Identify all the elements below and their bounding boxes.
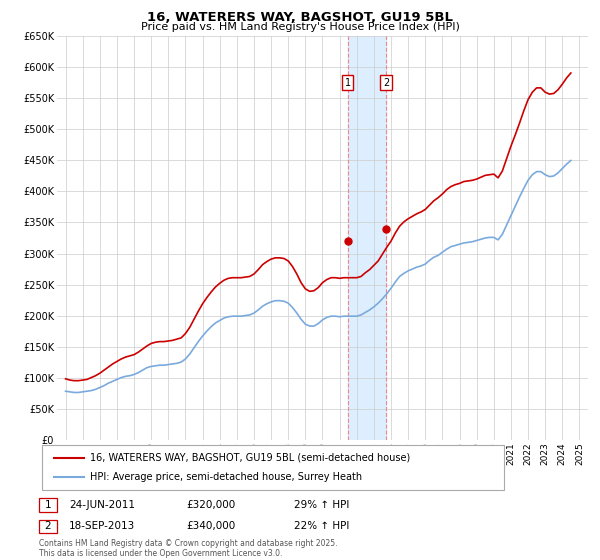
- Text: Contains HM Land Registry data © Crown copyright and database right 2025.
This d: Contains HM Land Registry data © Crown c…: [39, 539, 337, 558]
- Text: 24-JUN-2011: 24-JUN-2011: [69, 500, 135, 510]
- Text: 29% ↑ HPI: 29% ↑ HPI: [294, 500, 349, 510]
- Text: HPI: Average price, semi-detached house, Surrey Heath: HPI: Average price, semi-detached house,…: [90, 473, 362, 483]
- Text: £340,000: £340,000: [186, 521, 235, 531]
- Text: 1: 1: [44, 500, 52, 510]
- Text: 16, WATERERS WAY, BAGSHOT, GU19 5BL: 16, WATERERS WAY, BAGSHOT, GU19 5BL: [147, 11, 453, 24]
- Text: 22% ↑ HPI: 22% ↑ HPI: [294, 521, 349, 531]
- Text: 2: 2: [44, 521, 52, 531]
- Text: £320,000: £320,000: [186, 500, 235, 510]
- Text: 18-SEP-2013: 18-SEP-2013: [69, 521, 135, 531]
- Text: 16, WATERERS WAY, BAGSHOT, GU19 5BL (semi-detached house): 16, WATERERS WAY, BAGSHOT, GU19 5BL (sem…: [90, 452, 410, 463]
- Text: 2: 2: [383, 78, 389, 88]
- Bar: [348, 36, 386, 440]
- Text: 1: 1: [345, 78, 351, 88]
- Text: Price paid vs. HM Land Registry's House Price Index (HPI): Price paid vs. HM Land Registry's House …: [140, 22, 460, 32]
